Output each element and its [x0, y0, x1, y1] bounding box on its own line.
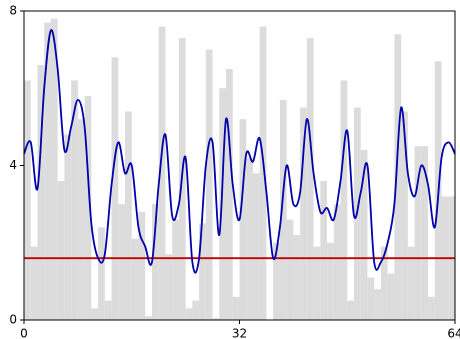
bar — [421, 146, 429, 320]
bar — [145, 316, 152, 320]
bar — [185, 308, 193, 320]
bar — [333, 204, 341, 320]
bar — [374, 289, 381, 320]
bar — [77, 119, 85, 321]
y-tick-label: 4 — [9, 158, 17, 172]
bar — [91, 308, 99, 320]
y-tick-label: 0 — [9, 313, 17, 327]
bar — [172, 219, 179, 320]
bar — [279, 99, 287, 321]
bar — [199, 223, 206, 320]
bar — [151, 204, 159, 320]
bar — [380, 246, 388, 320]
x-tick-label: 0 — [20, 327, 28, 339]
bar — [50, 18, 58, 320]
bar — [24, 80, 31, 321]
bar — [84, 95, 92, 320]
bar — [165, 254, 173, 320]
bar — [300, 107, 307, 320]
bar — [111, 57, 119, 320]
bar — [273, 242, 280, 320]
bar — [219, 88, 227, 320]
x-tick-label: 32 — [232, 327, 247, 339]
bar — [252, 173, 260, 320]
bar — [293, 235, 301, 320]
bar — [286, 219, 294, 320]
bar — [347, 300, 354, 320]
bar — [428, 296, 435, 320]
bar — [232, 296, 240, 320]
bar — [259, 26, 267, 320]
bar — [30, 246, 38, 320]
bar — [340, 80, 348, 321]
bar — [205, 49, 213, 320]
bar — [118, 204, 126, 320]
bar — [401, 111, 408, 320]
bar — [414, 146, 422, 320]
line — [23, 29, 456, 274]
bar — [320, 180, 328, 320]
bar — [158, 26, 166, 320]
x-tick-label: 64 — [447, 327, 460, 339]
bar — [394, 34, 402, 321]
bar — [407, 246, 415, 320]
bar — [37, 65, 45, 320]
bar — [138, 211, 146, 320]
bar — [387, 273, 395, 320]
bar — [212, 318, 220, 320]
bar — [246, 157, 253, 320]
bar — [367, 277, 375, 320]
bar — [327, 242, 334, 320]
bar — [64, 134, 72, 320]
bar — [57, 180, 65, 320]
bar — [360, 150, 368, 320]
bar — [104, 300, 112, 320]
bar — [98, 227, 105, 320]
bar — [71, 80, 78, 321]
bar — [44, 22, 51, 321]
bar — [226, 68, 233, 320]
bar — [313, 246, 321, 320]
bar — [239, 119, 247, 321]
bar — [131, 238, 139, 320]
y-tick-label: 8 — [9, 4, 17, 18]
bar — [192, 300, 200, 320]
bar — [306, 38, 314, 320]
bar — [125, 111, 132, 320]
